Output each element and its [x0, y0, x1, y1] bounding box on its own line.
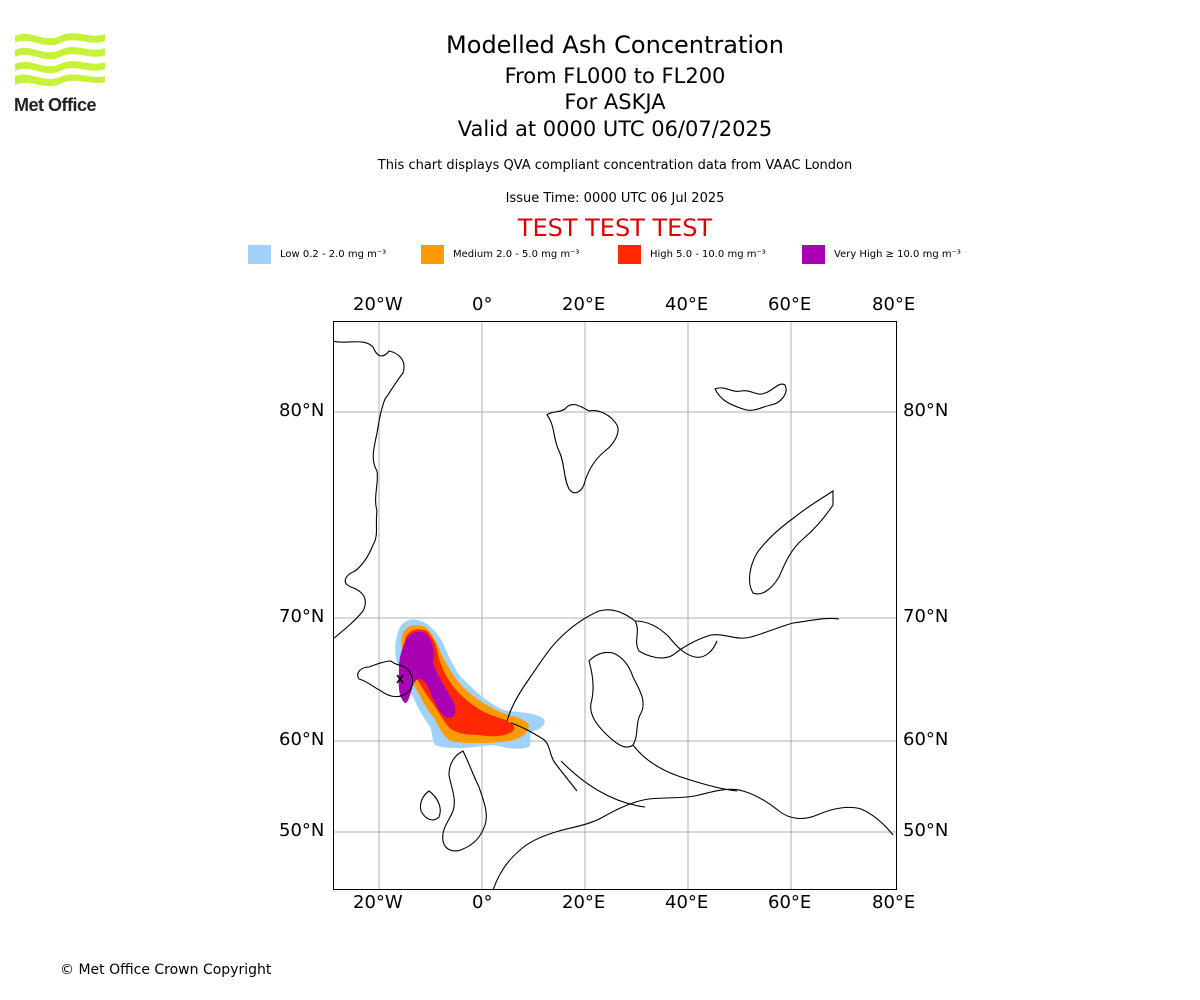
legend-swatch-medium — [421, 244, 444, 264]
ash-plume-very-high — [398, 631, 456, 719]
lon-tick-bottom-20w: 20°W — [353, 892, 403, 913]
legend-medium: Medium 2.0 - 5.0 mg m⁻³ — [421, 244, 579, 264]
askja-marker — [396, 674, 404, 684]
valid-time: Valid at 0000 UTC 06/07/2025 — [457, 117, 773, 141]
lon-tick-bottom-60e: 60°E — [768, 892, 812, 913]
lon-tick-top-80e: 80°E — [872, 294, 916, 315]
legend-very-high: Very High ≥ 10.0 mg m⁻³ — [802, 244, 961, 264]
lat-tick-left-50n: 50°N — [279, 820, 325, 841]
issue-time: Issue Time: 0000 UTC 06 Jul 2025 — [505, 191, 725, 206]
legend-label-low: Low 0.2 - 2.0 mg m⁻³ — [280, 248, 387, 260]
met-office-waves-icon — [15, 33, 105, 87]
legend-swatch-very-high — [802, 244, 825, 264]
lat-tick-left-80n: 80°N — [279, 400, 325, 421]
coastlines — [332, 340, 894, 891]
ash-concentration-map — [332, 321, 897, 891]
lon-tick-top-20e: 20°E — [562, 294, 606, 315]
legend-label-medium: Medium 2.0 - 5.0 mg m⁻³ — [453, 248, 580, 260]
ash-plume — [395, 619, 545, 749]
map-canvas — [332, 321, 897, 891]
lat-tick-right-50n: 50°N — [903, 820, 949, 841]
lon-tick-bottom-0: 0° — [472, 892, 493, 913]
lon-tick-bottom-40e: 40°E — [665, 892, 709, 913]
lat-tick-right-60n: 60°N — [903, 729, 949, 750]
chart-description: This chart displays QVA compliant concen… — [377, 158, 853, 173]
copyright-notice: © Met Office Crown Copyright — [60, 962, 272, 978]
legend-swatch-low — [248, 244, 271, 264]
lon-tick-top-60e: 60°E — [768, 294, 812, 315]
legend-swatch-high — [618, 244, 641, 264]
legend-low: Low 0.2 - 2.0 mg m⁻³ — [248, 244, 386, 264]
map-gridlines — [333, 321, 897, 890]
lat-tick-left-70n: 70°N — [279, 606, 325, 627]
lon-tick-bottom-20e: 20°E — [562, 892, 606, 913]
lon-tick-bottom-80e: 80°E — [872, 892, 916, 913]
lat-tick-right-70n: 70°N — [903, 606, 949, 627]
lon-tick-top-20w: 20°W — [353, 294, 403, 315]
volcano-name: For ASKJA — [564, 90, 666, 114]
lon-tick-top-0: 0° — [472, 294, 493, 315]
legend-label-very-high: Very High ≥ 10.0 mg m⁻³ — [834, 248, 961, 260]
met-office-wordmark: Met Office — [14, 95, 97, 115]
test-banner: TEST TEST TEST — [517, 214, 713, 242]
lat-tick-right-80n: 80°N — [903, 400, 949, 421]
chart-title: Modelled Ash Concentration — [446, 31, 784, 59]
legend-high: High 5.0 - 10.0 mg m⁻³ — [618, 244, 766, 264]
met-office-logo: Met Office — [14, 30, 110, 115]
lon-tick-top-40e: 40°E — [665, 294, 709, 315]
map-border — [333, 321, 897, 890]
lat-tick-left-60n: 60°N — [279, 729, 325, 750]
flight-level-range: From FL000 to FL200 — [504, 64, 726, 88]
legend-label-high: High 5.0 - 10.0 mg m⁻³ — [650, 248, 766, 260]
